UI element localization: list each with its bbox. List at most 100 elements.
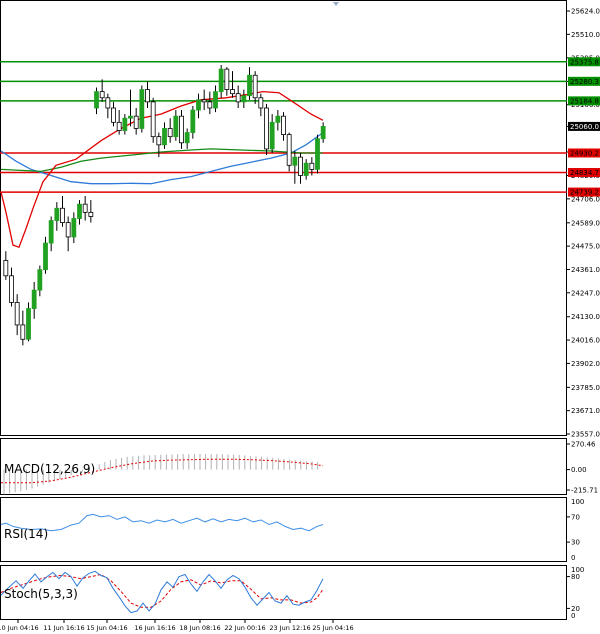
macd-tick-label: -215.71: [571, 487, 598, 495]
bull-candle: [128, 115, 133, 119]
price-axis: 25624.025510.025395.025280.025166.025060…: [567, 8, 600, 439]
support-level-tag: [568, 168, 600, 178]
price-tick-label: 23902.0: [571, 360, 600, 368]
price-tick-label: 24475.0: [571, 243, 600, 251]
bull-candle: [173, 115, 179, 138]
bear-candle: [82, 203, 88, 213]
stoch-tick-label: 100: [571, 566, 584, 574]
bull-candle: [37, 269, 43, 291]
resistance-level-label: 25184.8: [570, 97, 599, 105]
resistance-level-label: 25280.3: [570, 78, 599, 86]
bear-candle: [9, 275, 14, 303]
price-levels: [0, 61, 567, 193]
macd-axis: 270.46 0.00 -215.71: [567, 441, 598, 495]
bear-candle: [20, 324, 26, 340]
rsi-tick-label: 100: [571, 498, 584, 506]
bear-candle: [105, 97, 111, 109]
price-tick-label: 25624.0: [571, 8, 600, 16]
rsi-panel[interactable]: 100 70 30 0 RSI(14): [0, 497, 585, 563]
resistance-level-tag: [568, 57, 600, 67]
bull-candle: [241, 95, 247, 103]
bull-candle: [315, 138, 320, 170]
macd-tick-label: 270.46: [571, 441, 596, 449]
stoch-tick-label: 20: [571, 605, 580, 613]
price-tick-label: 24247.0: [571, 289, 600, 297]
bear-candle: [230, 89, 235, 95]
stoch-tick-label: 80: [571, 573, 580, 581]
bear-candle: [298, 156, 303, 176]
current-price-label: 25060.0: [570, 123, 599, 131]
bull-candle: [54, 207, 60, 221]
price-tick-label: 23671.0: [571, 407, 600, 415]
bull-candle: [77, 203, 82, 219]
price-tick-label: 23785.0: [571, 384, 600, 392]
candles: [3, 65, 326, 346]
bull-candle: [320, 126, 326, 140]
time-tick-label: 11 Jun 16:16: [43, 624, 84, 632]
bull-candle: [247, 74, 252, 97]
time-tick-label: 15 Jun 04:16: [86, 624, 127, 632]
bull-candle: [162, 128, 167, 146]
price-tick-label: 24361.0: [571, 266, 600, 274]
time-tick-label: 25 Jun 04:16: [312, 624, 353, 632]
price-tick-label: 24016.0: [571, 337, 600, 345]
price-panel-frame: [0, 0, 567, 436]
macd-signal-line: [1, 458, 324, 484]
bear-candle: [309, 162, 315, 170]
bear-candle: [224, 68, 230, 90]
bull-candle: [196, 99, 201, 111]
bear-candle: [286, 134, 292, 166]
resistance-level-label: 25375.8: [570, 58, 599, 66]
bull-candle: [218, 68, 224, 93]
stoch-tick-label: 0: [571, 612, 575, 620]
bull-candle: [269, 121, 275, 150]
price-panel[interactable]: 25624.025510.025395.025280.025166.025060…: [0, 0, 600, 439]
price-tick-label: 24130.0: [571, 313, 600, 321]
bull-candle: [94, 91, 99, 109]
chart-shift-marker-icon[interactable]: [333, 2, 339, 6]
bull-candle: [48, 220, 54, 244]
bear-candle: [65, 222, 71, 238]
bear-candle: [133, 115, 139, 129]
bear-candle: [167, 128, 173, 138]
bull-candle: [303, 162, 309, 176]
resistance-level-tag: [568, 96, 600, 106]
bear-candle: [116, 121, 122, 131]
bull-candle: [43, 242, 48, 271]
ma-slow-line: [0, 132, 324, 185]
bear-candle: [99, 91, 105, 99]
support-level-tag: [568, 187, 600, 197]
bull-candle: [292, 156, 298, 166]
time-tick-label: 16 Jun 16:16: [134, 624, 175, 632]
support-level-label: 24930.2: [570, 149, 599, 157]
rsi-panel-frame: [0, 497, 567, 562]
macd-tick-label: 0.00: [571, 466, 587, 474]
bull-candle: [275, 115, 281, 123]
rsi-tick-label: 0: [571, 554, 575, 562]
rsi-line: [0, 513, 324, 532]
bear-candle: [150, 101, 156, 138]
rsi-tick-label: 70: [571, 513, 580, 521]
stoch-panel-frame: [0, 565, 567, 620]
bull-candle: [71, 218, 77, 238]
time-axis: 10 Jun 04:16 11 Jun 16:16 15 Jun 04:16 16 J…: [0, 620, 354, 632]
bear-candle: [156, 136, 162, 146]
price-tick-label: 23557.0: [571, 431, 600, 439]
resistance-level-tag: [568, 76, 600, 86]
bear-candle: [235, 93, 241, 103]
current-price-tag: [568, 121, 600, 131]
rsi-label: RSI(14): [4, 527, 48, 541]
time-tick-label: 22 Jun 00:16: [224, 624, 265, 632]
bear-candle: [207, 101, 213, 109]
time-tick-label: 23 Jun 12:16: [269, 624, 310, 632]
rsi-axis: 100 70 30 0: [567, 498, 584, 562]
bear-candle: [264, 107, 269, 150]
bear-candle: [14, 302, 20, 326]
support-level-tag: [568, 148, 600, 158]
bull-candle: [31, 289, 37, 309]
macd-panel[interactable]: 270.46 0.00 -215.71 MACD(12,26,9): [0, 438, 599, 495]
time-tick-label: 10 Jun 04:16: [0, 624, 39, 632]
